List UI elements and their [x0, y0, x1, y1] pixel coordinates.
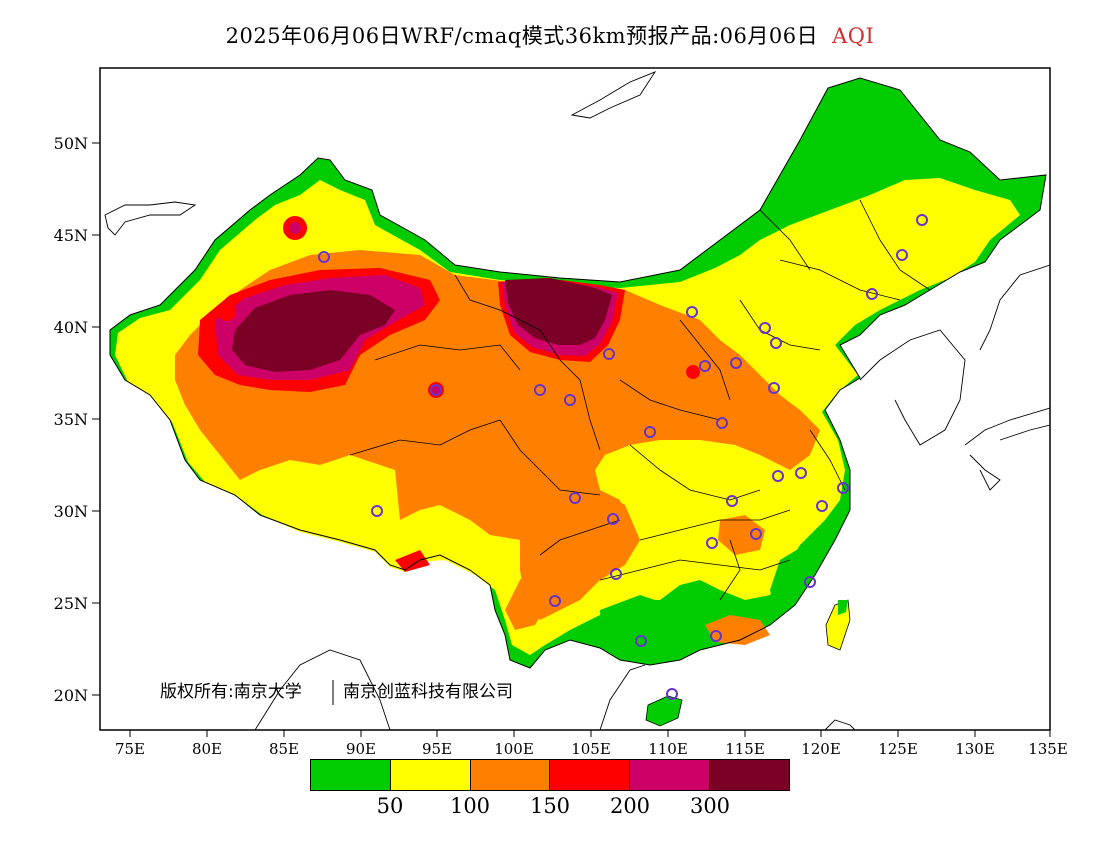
- hotspot: [289, 222, 301, 234]
- copyright-text-2: 南京创蓝科技有限公司: [343, 682, 513, 702]
- lon-tick-label: 75E: [115, 740, 145, 758]
- hotspot: [218, 303, 236, 321]
- lon-tick-label: 100E: [494, 740, 534, 758]
- hotspot: [432, 386, 440, 394]
- legend-swatch: [311, 760, 391, 790]
- title-text: 2025年06月06日WRF/cmaq模式36km预报产品:06月06日: [225, 24, 819, 48]
- station-markers: [318, 214, 928, 700]
- lat-tick-label: 45N: [54, 226, 88, 245]
- region-green: [770, 545, 815, 610]
- legend-label: 150: [529, 794, 571, 818]
- island-taiwan-green: [838, 600, 848, 615]
- legend-label: 300: [689, 794, 731, 818]
- region-orange: [718, 515, 765, 555]
- hotspot: [686, 365, 700, 379]
- legend-swatch: [390, 760, 471, 790]
- country-outline: [109, 77, 1047, 669]
- lon-tick-label: 110E: [648, 740, 688, 758]
- lat-tick-label: 20N: [54, 686, 88, 705]
- region-green: [600, 595, 690, 665]
- lon-tick-label: 85E: [269, 740, 299, 758]
- lat-axis: 50N 45N 40N 35N 30N 25N 20N: [54, 134, 100, 705]
- legend-label: 100: [449, 794, 491, 818]
- hotspot: [395, 550, 430, 572]
- legend-swatch: [470, 760, 551, 790]
- legend-labels: 50 100 150 200 300: [0, 794, 1100, 818]
- legend-label: 50: [376, 794, 404, 818]
- lat-tick-label: 25N: [54, 594, 88, 613]
- lat-tick-label: 35N: [54, 410, 88, 429]
- lon-tick-label: 105E: [571, 740, 611, 758]
- region-darkred: [505, 278, 612, 345]
- lat-tick-label: 40N: [54, 318, 88, 337]
- legend-swatch: [630, 760, 711, 790]
- lon-tick-label: 135E: [1028, 740, 1068, 758]
- lon-tick-label: 130E: [955, 740, 995, 758]
- neighbor-coastlines: [104, 71, 1050, 730]
- color-legend: [310, 759, 790, 791]
- copyright-text: 版权所有:南京大学: [160, 682, 302, 702]
- map-title: 2025年06月06日WRF/cmaq模式36km预报产品:06月06日 AQI: [0, 20, 1100, 50]
- lon-tick-label: 125E: [878, 740, 918, 758]
- legend-swatch: [550, 760, 631, 790]
- region-darkred: [232, 290, 395, 372]
- lon-tick-label: 80E: [192, 740, 222, 758]
- variable-label: AQI: [832, 24, 875, 48]
- lon-axis: 75E 80E 85E 90E 95E 100E 105E 110E 115E …: [115, 730, 1068, 758]
- legend-label: 200: [609, 794, 651, 818]
- legend-swatch: [710, 760, 789, 790]
- lon-tick-label: 115E: [725, 740, 765, 758]
- map-layers: [104, 71, 1050, 730]
- province-boundaries: [349, 199, 931, 601]
- lat-tick-label: 50N: [54, 134, 88, 153]
- lon-tick-label: 90E: [346, 740, 376, 758]
- lon-tick-label: 120E: [801, 740, 841, 758]
- lon-tick-label: 95E: [422, 740, 452, 758]
- lat-tick-label: 30N: [54, 502, 88, 521]
